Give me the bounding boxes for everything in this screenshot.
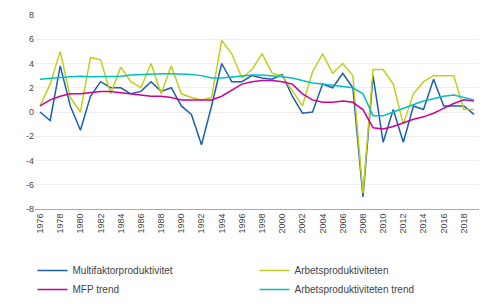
svg-text:Arbetsproduktiviteten: Arbetsproduktiviteten [295,265,389,276]
svg-text:1996: 1996 [237,214,247,234]
svg-text:2018: 2018 [459,214,469,234]
svg-text:4: 4 [29,59,34,69]
svg-text:-4: -4 [26,156,34,166]
svg-text:6: 6 [29,34,34,44]
svg-text:1984: 1984 [116,214,126,234]
svg-text:1990: 1990 [176,214,186,234]
svg-text:1978: 1978 [55,214,65,234]
svg-text:2006: 2006 [338,214,348,234]
svg-text:1998: 1998 [257,214,267,234]
svg-text:1988: 1988 [156,214,166,234]
svg-text:MFP trend: MFP trend [73,284,120,295]
svg-text:1986: 1986 [136,214,146,234]
svg-text:1994: 1994 [217,214,227,234]
svg-text:2016: 2016 [439,214,449,234]
svg-text:1980: 1980 [75,214,85,234]
svg-text:8: 8 [29,10,34,20]
svg-text:-6: -6 [26,180,34,190]
svg-text:0: 0 [29,107,34,117]
svg-text:2014: 2014 [418,214,428,234]
svg-text:2008: 2008 [358,214,368,234]
svg-text:2: 2 [29,83,34,93]
svg-text:1982: 1982 [96,214,106,234]
svg-text:-2: -2 [26,131,34,141]
svg-text:2012: 2012 [398,214,408,234]
svg-text:2000: 2000 [277,214,287,234]
svg-text:2002: 2002 [297,214,307,234]
svg-text:-8: -8 [26,204,34,214]
svg-text:1992: 1992 [196,214,206,234]
svg-text:1976: 1976 [35,214,45,234]
svg-text:2004: 2004 [318,214,328,234]
svg-text:2010: 2010 [378,214,388,234]
svg-text:Arbetsproduktiviteten trend: Arbetsproduktiviteten trend [295,284,415,295]
svg-text:Multifaktorproduktivitet: Multifaktorproduktivitet [73,265,173,276]
